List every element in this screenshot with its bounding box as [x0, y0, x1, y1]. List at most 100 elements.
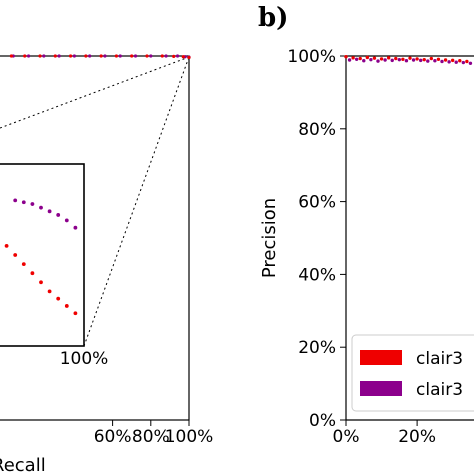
panel-b-point-1-7	[397, 57, 402, 62]
panel-a-inset-point-1-5	[47, 289, 52, 294]
panel-b-point-0-12	[429, 56, 434, 61]
panel-b-y-tick-label-4: 80%	[298, 120, 336, 140]
panel-a-point-0-6	[88, 54, 92, 58]
panel-b-point-0-7	[394, 56, 398, 61]
panel-b-point-0-0	[344, 55, 348, 59]
panel-a-point-1-12	[172, 54, 176, 58]
panel-a-point-0-10	[149, 54, 153, 58]
panel-a-inset-point-0-0	[13, 198, 18, 203]
panel-b-point-0-3	[365, 55, 370, 60]
panel-a-inset-point-1-8	[73, 311, 78, 316]
panel-b-point-0-8	[401, 57, 405, 61]
panel-b-point-1-12	[433, 59, 437, 63]
panel-a-point-0-7	[103, 54, 107, 58]
panel-a-inset-point-1-6	[56, 296, 61, 301]
panel-a-zoom-line-upper	[0, 56, 190, 129]
panel-a-inset-point-0-2	[30, 202, 35, 206]
panel-a-x-tick-label-2: 100%	[165, 427, 214, 447]
legend-swatch-red	[360, 350, 402, 365]
panel-b-y-axis-label: Precision	[259, 198, 280, 278]
panel-b-point-1-14	[447, 60, 451, 64]
panel-a-point-0-3	[42, 54, 46, 58]
panel-b-y-ticks: 0% 20% 40% 60% 80% 100%	[287, 47, 346, 431]
panel-a-point-1-4	[53, 54, 57, 58]
panel-a-inset-point-0-4	[47, 209, 52, 214]
panel-a-inset-point-1-3	[30, 271, 35, 276]
panel-b-y-tick-label-2: 40%	[298, 265, 336, 285]
panel-b-point-0-2	[358, 56, 362, 61]
panel-a-x-tick-label-0: 60%	[94, 427, 132, 447]
panel-a-inset-point-0-1	[21, 200, 26, 205]
panel-a-inset-frame	[0, 163, 85, 347]
panel-b-point-0-4	[372, 56, 377, 60]
panel-a-point-1-1	[9, 54, 13, 58]
legend-swatch-purple	[360, 381, 402, 396]
panel-a-point-1-9	[130, 54, 134, 58]
panel-b-x-tick-label-1: 20%	[398, 427, 436, 447]
panel-b-y-tick-label-5: 100%	[287, 47, 336, 67]
panel-a-point-1-8	[114, 54, 119, 58]
panel-a-point-1-13	[181, 55, 185, 59]
panel-a-point-0-5	[72, 54, 76, 58]
panel-b-letter: b)	[258, 3, 288, 33]
panel-b-point-1-0	[347, 58, 352, 62]
panel-b-points	[344, 55, 473, 65]
panel-b-point-0-17	[465, 59, 469, 64]
panel-b-point-0-10	[415, 57, 419, 61]
panel-b-point-1-9	[411, 58, 416, 62]
panel-b-point-0-15	[450, 58, 455, 63]
panel-a-inset-point-0-5	[56, 213, 61, 217]
panel-b-point-1-11	[426, 59, 430, 63]
panel-b-point-1-5	[383, 58, 387, 62]
panel-b-point-1-13	[440, 59, 444, 64]
panel-b-point-1-16	[461, 60, 466, 65]
panel-a-point-0-8	[118, 54, 122, 58]
panel-b-point-0-5	[379, 57, 384, 61]
panel-b: b) 0%20%40%60%80%100% 0%20%4 Precision c…	[258, 3, 474, 447]
panel-a-zoom-line-lower	[83, 56, 190, 347]
panel-b-point-1-4	[376, 59, 380, 63]
panel-b-point-1-15	[454, 60, 458, 64]
panel-a-inset-points	[4, 198, 78, 316]
panel-b-point-1-2	[362, 59, 366, 63]
panel-b-point-1-6	[390, 58, 394, 63]
panel-a-inset-point-1-0	[4, 244, 9, 248]
panel-a-point-1-14	[187, 55, 191, 60]
panel-a-point-1-2	[23, 54, 27, 58]
panel-b-legend: clair3 clair3	[351, 334, 474, 412]
panel-b-point-0-9	[408, 56, 412, 60]
panel-a-inset-point-1-4	[39, 280, 43, 285]
panel-b-y-tick-label-1: 20%	[298, 338, 336, 358]
panel-a-point-1-11	[160, 54, 164, 58]
panel-a-point-0-11	[164, 54, 168, 58]
panel-a: 100% 60%80%100% Recall	[0, 54, 213, 474]
panel-b-point-0-11	[422, 57, 426, 62]
panel-b-point-1-17	[468, 61, 473, 65]
panel-b-y-tick-label-3: 60%	[298, 193, 336, 213]
panel-a-point-1-6	[84, 54, 88, 58]
panel-b-point-1-10	[418, 58, 423, 63]
panel-a-inset-point-0-6	[64, 218, 69, 223]
panel-a-inset-point-1-2	[21, 262, 26, 266]
panel-b-point-0-13	[436, 57, 441, 61]
panel-a-inset-point-1-1	[13, 253, 18, 257]
panel-a-x-axis-label: Recall	[0, 455, 46, 474]
legend-label-1: clair3	[416, 349, 463, 369]
panel-b-point-1-8	[404, 59, 409, 63]
panel-a-inset-point-0-7	[73, 225, 78, 230]
panel-b-point-0-14	[443, 58, 448, 62]
panel-b-point-0-6	[386, 56, 391, 60]
panel-a-inset-point-0-3	[39, 205, 43, 210]
panel-b-y-tick-label-0: 0%	[309, 411, 336, 431]
panel-a-point-0-4	[57, 54, 61, 58]
panel-a-point-1-10	[145, 54, 149, 58]
panel-a-point-1-5	[68, 54, 73, 58]
panel-a-point-1-3	[38, 54, 42, 58]
panel-a-x-ticks: 60% 80%100%	[94, 420, 214, 447]
panel-b-point-0-1	[351, 56, 355, 60]
panel-a-inset-point-1-7	[64, 304, 69, 308]
panel-a-inset-corner-label: 100%	[60, 349, 109, 369]
panel-a-point-0-9	[133, 54, 138, 58]
panel-b-point-1-1	[354, 57, 359, 61]
